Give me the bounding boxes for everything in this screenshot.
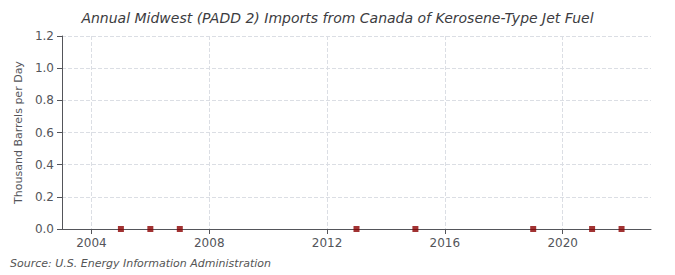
svg-text:2008: 2008: [194, 236, 225, 250]
svg-text:1.0: 1.0: [35, 61, 54, 75]
svg-text:2004: 2004: [76, 236, 107, 250]
svg-text:0.8: 0.8: [35, 93, 54, 107]
svg-text:2020: 2020: [547, 236, 578, 250]
svg-text:Annual Midwest (PADD 2) Import: Annual Midwest (PADD 2) Imports from Can…: [80, 10, 593, 26]
svg-text:0.6: 0.6: [35, 126, 54, 140]
svg-text:0.2: 0.2: [35, 190, 54, 204]
svg-text:0.4: 0.4: [35, 158, 54, 172]
svg-text:1.2: 1.2: [35, 29, 54, 43]
svg-text:0.0: 0.0: [35, 222, 54, 236]
svg-text:Source: U.S. Energy Informatio: Source: U.S. Energy Information Administ…: [10, 257, 271, 270]
svg-text:Thousand Barrels per Day: Thousand Barrels per Day: [12, 61, 25, 205]
svg-text:2016: 2016: [430, 236, 461, 250]
svg-text:2012: 2012: [312, 236, 343, 250]
